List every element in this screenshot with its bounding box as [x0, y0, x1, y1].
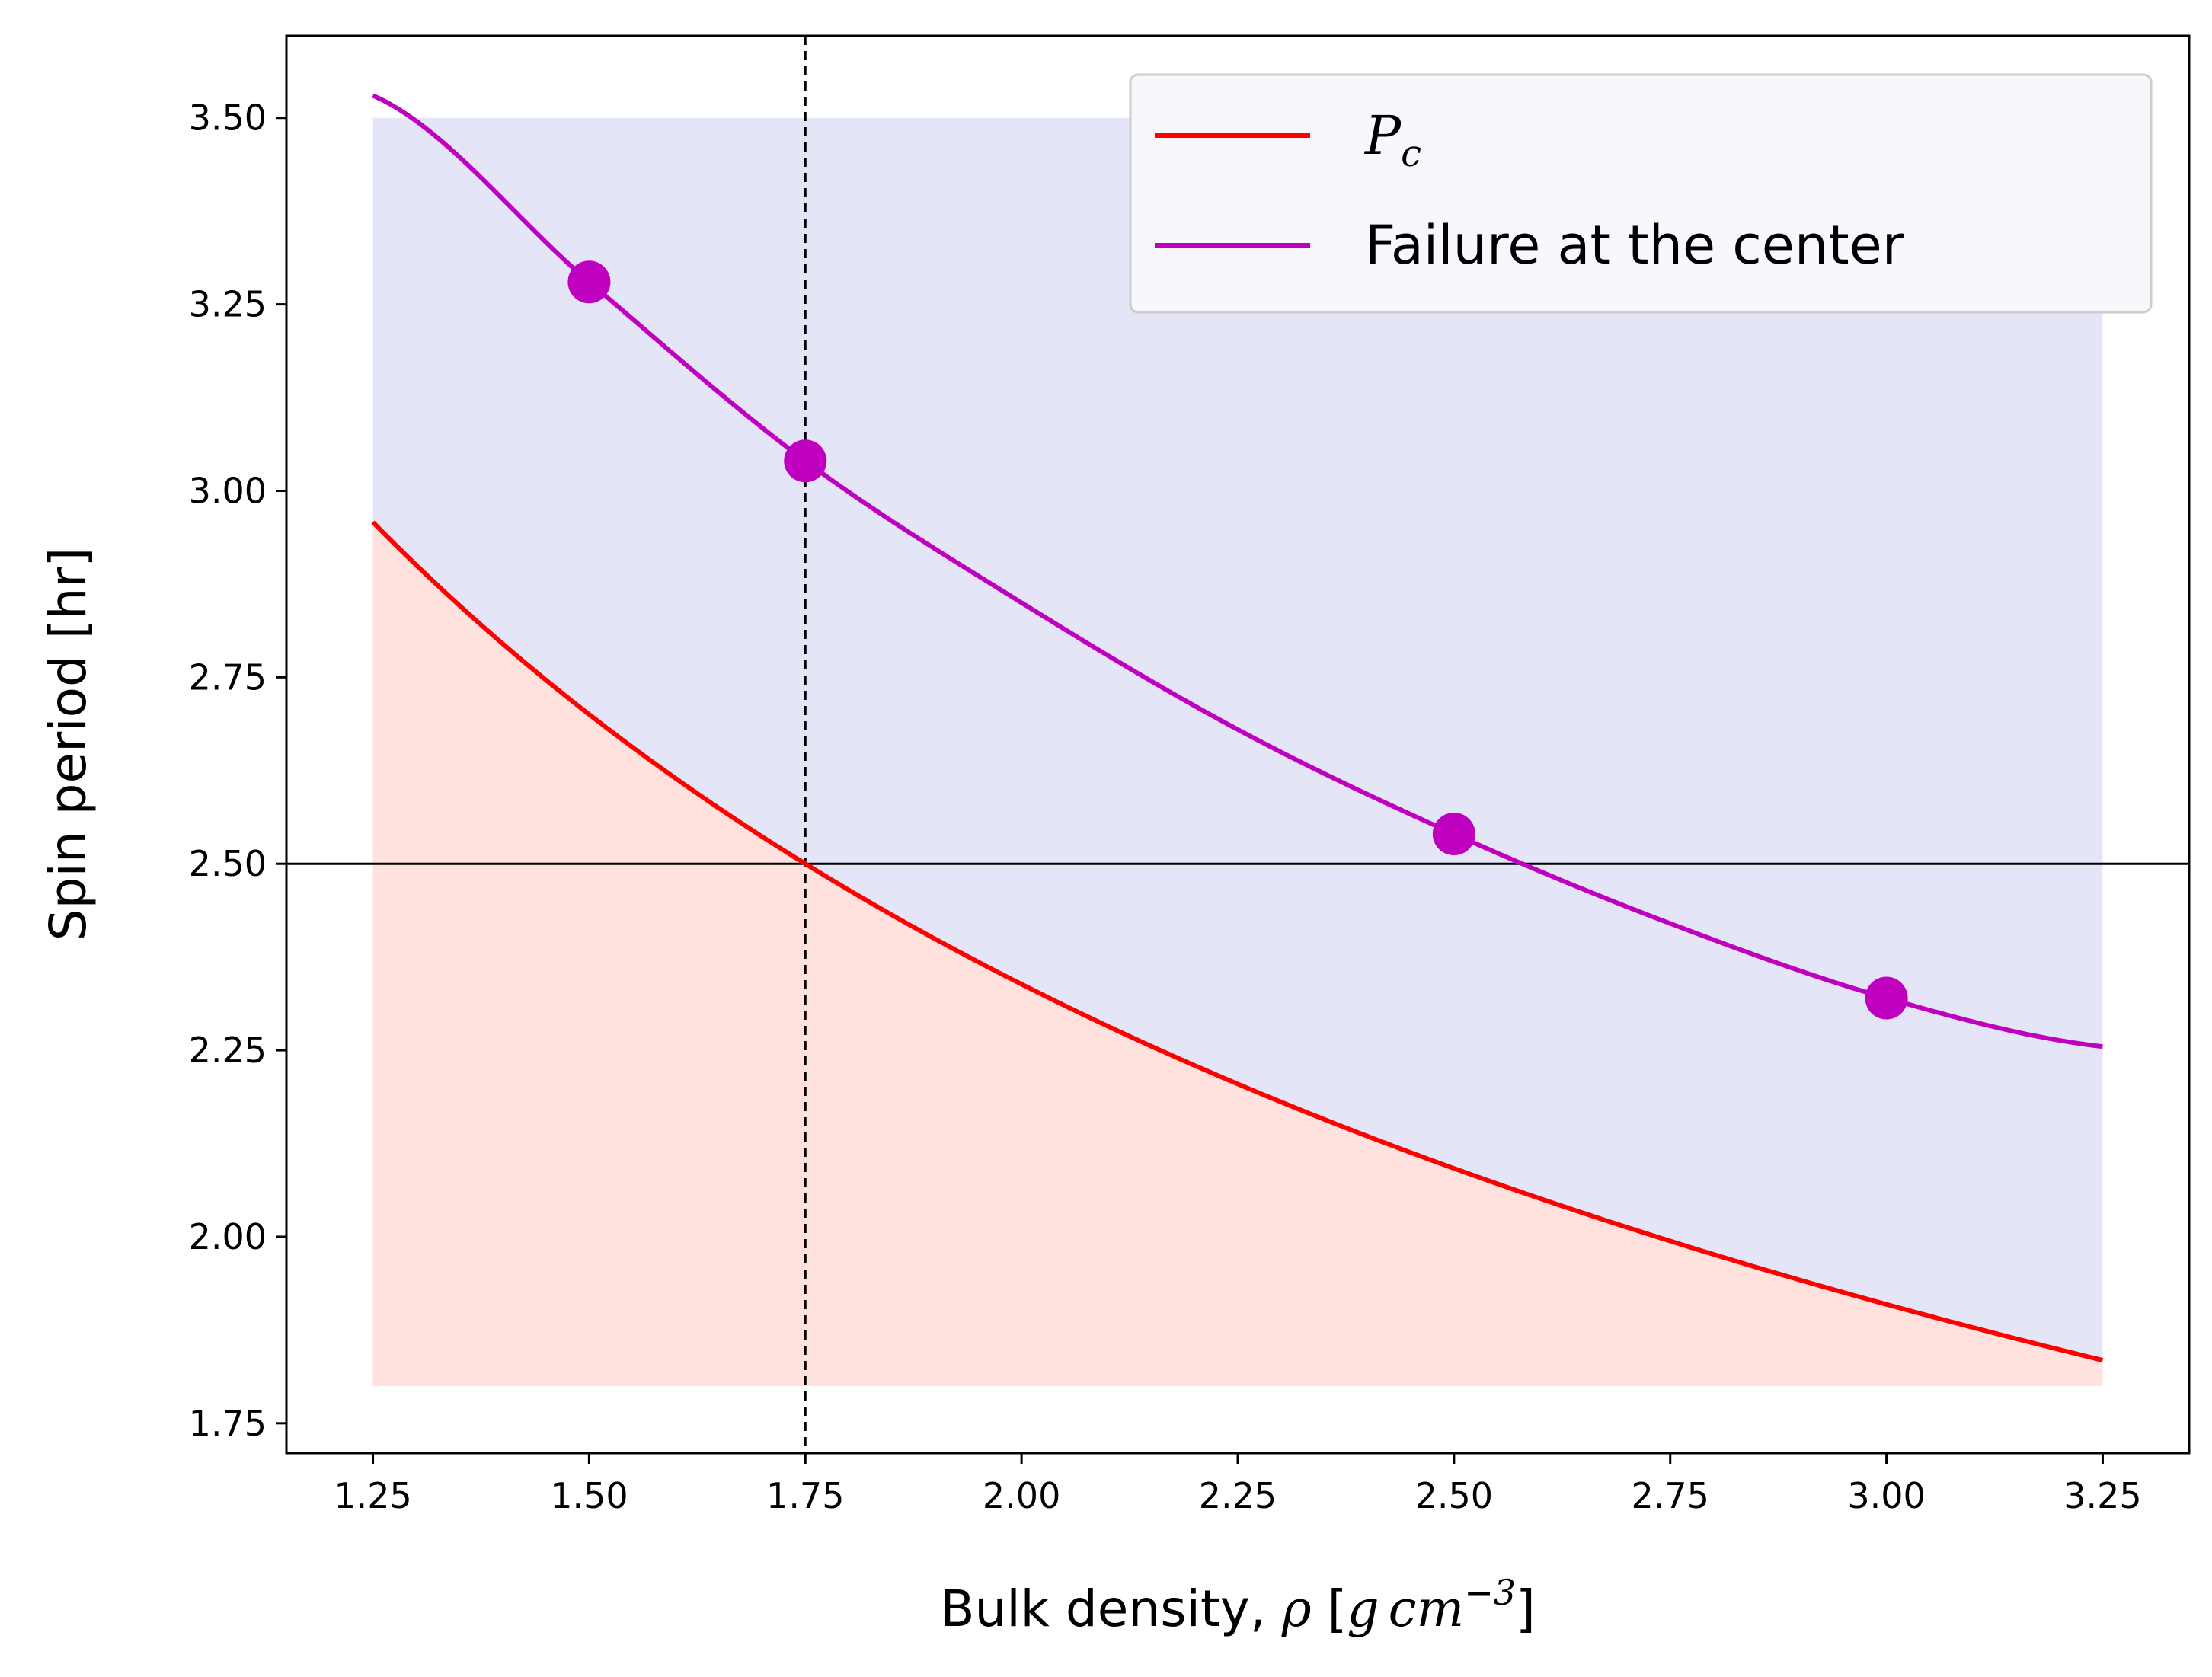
legend-label-pc: Pc	[1363, 104, 1421, 175]
y-tick-label: 2.00	[189, 1216, 267, 1257]
x-tick-label: 1.75	[766, 1475, 844, 1516]
y-tick-label: 3.00	[189, 470, 267, 511]
marker-point-1	[567, 260, 611, 304]
x-tick-label: 3.00	[1847, 1475, 1925, 1516]
y-tick-label: 3.25	[189, 284, 267, 325]
x-tick-label: 2.00	[983, 1475, 1060, 1516]
y-axis-label: Spin period [hr]	[39, 548, 97, 941]
data-markers	[567, 260, 1908, 1020]
legend-label-failure: Failure at the center	[1365, 214, 1904, 276]
y-tick-label: 2.75	[189, 656, 267, 698]
marker-point-2	[784, 439, 827, 483]
series-line-failure-at-center	[372, 93, 2103, 1049]
x-axis-ticks: 1.25 1.50 1.75 2.00 2.25 2.50 2.75 3.00 3.25	[334, 1453, 2142, 1516]
legend-box	[1129, 73, 2153, 314]
x-axis-label: Bulk density, ρ [g cm−3]	[940, 1572, 1536, 1638]
x-tick-label: 3.25	[2063, 1475, 2141, 1516]
y-tick-label: 3.50	[189, 97, 267, 139]
y-tick-label: 2.50	[189, 843, 267, 884]
marker-point-4	[1865, 976, 1908, 1020]
series-line-pc	[371, 520, 2104, 1362]
y-tick-label: 2.25	[189, 1030, 267, 1071]
marker-point-3	[1432, 813, 1475, 856]
y-tick-label: 1.75	[189, 1403, 267, 1444]
x-tick-label: 2.50	[1415, 1475, 1493, 1516]
legend: Pc Failure at the center	[1129, 73, 2153, 314]
x-tick-label: 2.75	[1632, 1475, 1709, 1516]
x-tick-label: 2.25	[1199, 1475, 1277, 1516]
x-tick-label: 1.25	[334, 1475, 411, 1516]
reference-lines	[286, 36, 2189, 1453]
series-lines	[371, 93, 2104, 1362]
y-axis-ticks: 1.75 2.00 2.25 2.50 2.75 3.00 3.25 3.50	[189, 97, 286, 1444]
x-tick-label: 1.50	[550, 1475, 628, 1516]
